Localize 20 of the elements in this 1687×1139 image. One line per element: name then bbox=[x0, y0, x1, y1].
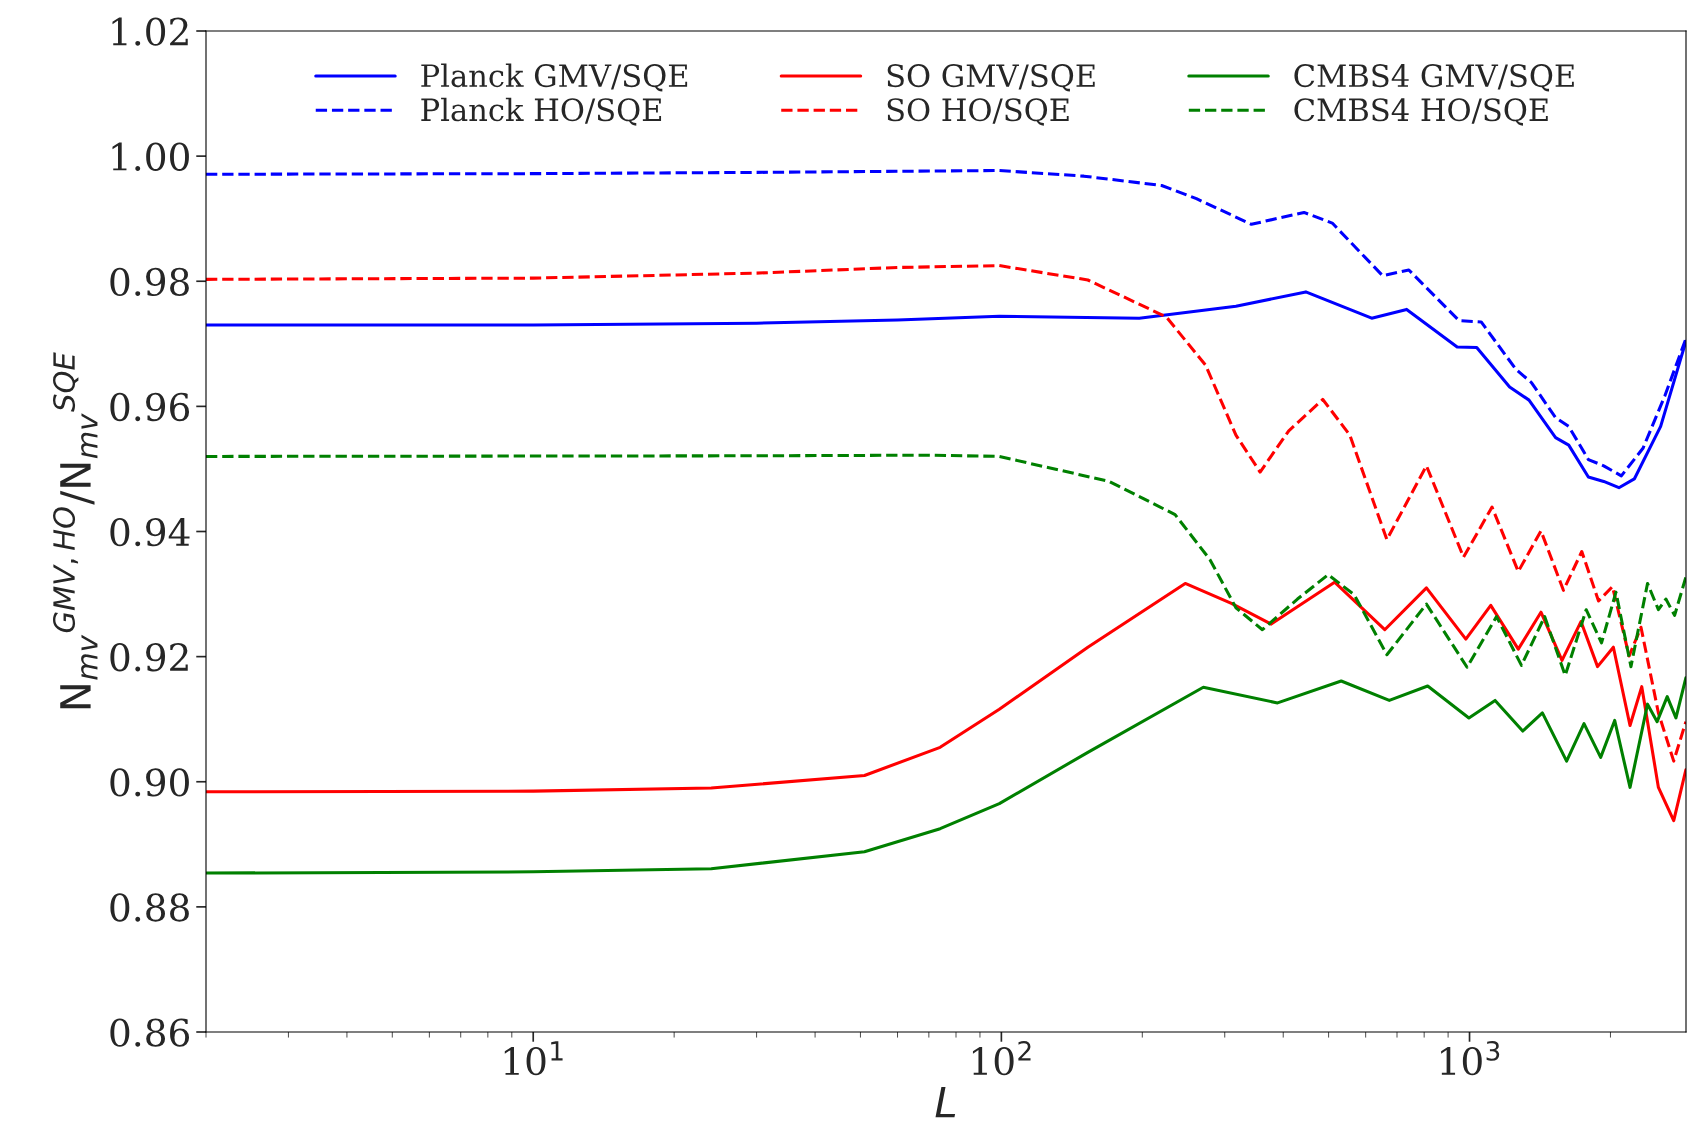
legend-label: SO HO/SQE bbox=[887, 98, 1069, 126]
y-tick-label: 1.02 bbox=[112, 17, 188, 46]
legend-label: Planck GMV/SQE bbox=[421, 63, 688, 92]
y-tick-label: 0.88 bbox=[110, 893, 189, 922]
x-tick-label: 10$^{1}$ bbox=[504, 1041, 563, 1076]
legend-label: CMBS4 GMV/SQE bbox=[1294, 64, 1574, 92]
legend-label: SO GMV/SQE bbox=[887, 64, 1095, 92]
y-tick-label: 0.98 bbox=[110, 267, 189, 297]
y-tick-label: 0.92 bbox=[110, 643, 188, 672]
y-tick-label: 0.96 bbox=[110, 392, 190, 422]
y-tick-label: 0.94 bbox=[110, 517, 190, 547]
y-axis-title: N$_{mv}$$^{GMV,HO}$/N$_{mv}$$^{SQE}$ bbox=[53, 352, 98, 709]
x-tick-label: 10$^{2}$ bbox=[972, 1040, 1031, 1076]
y-tick-label: 0.86 bbox=[110, 1018, 190, 1047]
x-axis-title: L bbox=[935, 1086, 956, 1118]
x-tick-label: 10$^{3}$ bbox=[1441, 1040, 1500, 1076]
legend-label: CMBS4 HO/SQE bbox=[1294, 98, 1548, 126]
legend-label: Planck HO/SQE bbox=[421, 97, 662, 126]
y-tick-label: 0.90 bbox=[110, 768, 189, 797]
y-tick-label: 1.00 bbox=[112, 142, 189, 171]
